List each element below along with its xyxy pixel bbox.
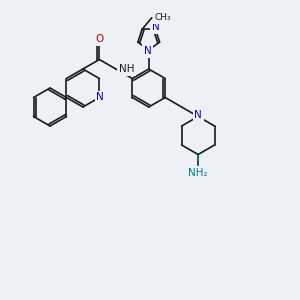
Text: N: N: [97, 92, 104, 103]
Text: O: O: [95, 34, 103, 44]
Text: N: N: [144, 46, 152, 56]
Text: N: N: [152, 22, 159, 32]
Text: NH₂: NH₂: [188, 168, 208, 178]
Text: NH: NH: [119, 64, 134, 74]
Text: CH₃: CH₃: [155, 13, 171, 22]
Text: N: N: [194, 110, 202, 121]
